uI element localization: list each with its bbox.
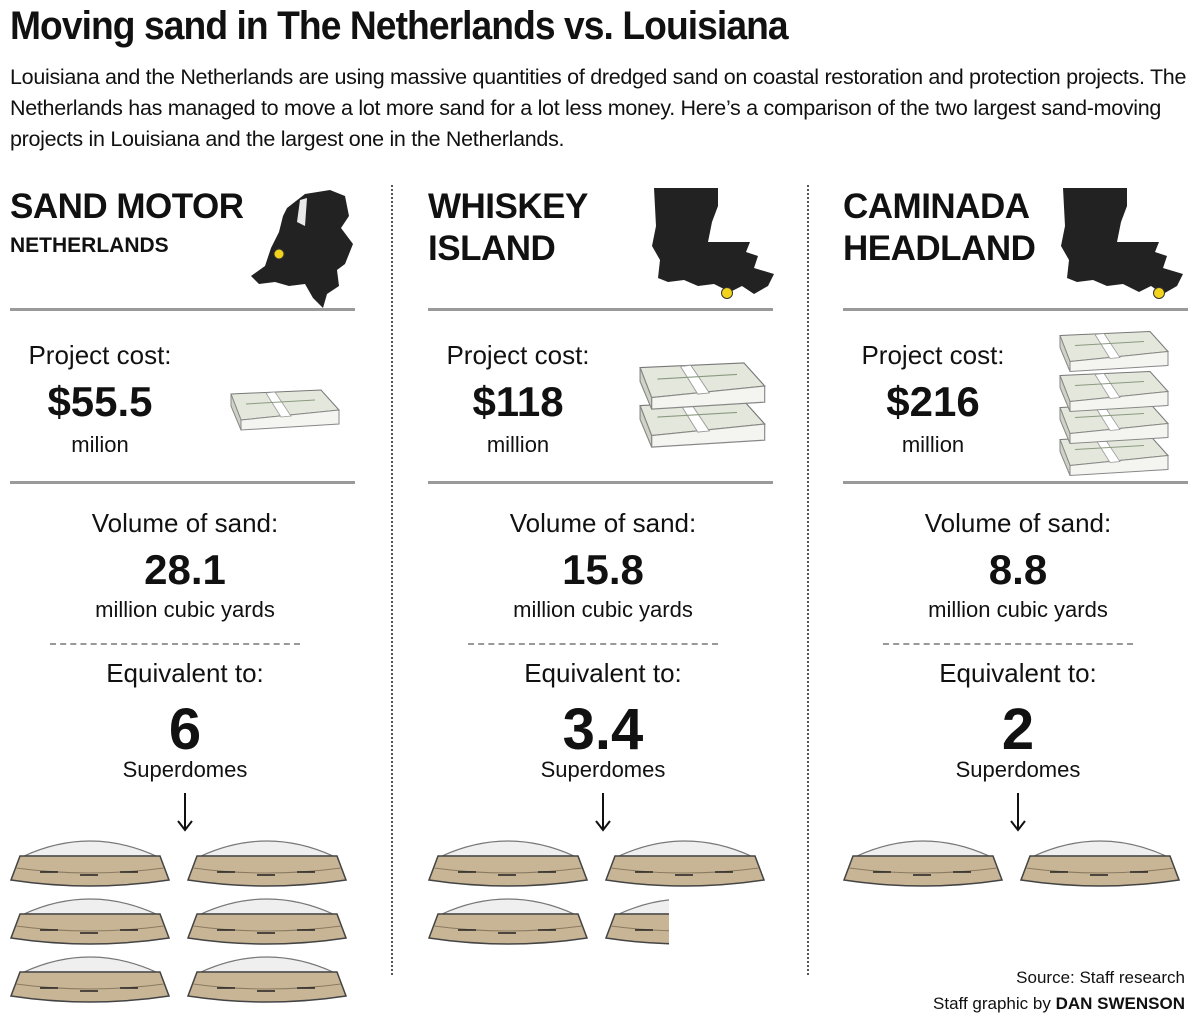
- louisiana-map: [1061, 188, 1183, 299]
- louisiana-map: [652, 188, 774, 299]
- equivalent-value: 2: [1001, 697, 1035, 762]
- cost-unit: milion: [71, 432, 129, 457]
- superdome: [10, 956, 170, 1003]
- divider: [428, 308, 773, 311]
- superdome: [428, 840, 588, 887]
- dashed-divider: [50, 643, 300, 645]
- superdome: [187, 956, 347, 1003]
- project-name: WHISKEY ISLAND: [428, 186, 588, 270]
- column: SAND MOTOR NETHERLANDS Project cost: $55.5 m…: [10, 0, 360, 1027]
- project-name: CAMINADA HEADLAND: [843, 186, 1036, 270]
- volume-label: Volume of sand:: [924, 508, 1112, 538]
- volume-value: 15.8: [562, 546, 644, 593]
- project-name-line: CAMINADA: [843, 187, 1030, 226]
- credit: Staff graphic by DAN SWENSON: [933, 994, 1185, 1014]
- source: Source: Staff research: [1016, 968, 1185, 987]
- superdome: [10, 898, 170, 945]
- cost-label: Project cost:: [446, 340, 590, 370]
- cost-value: $216: [886, 378, 980, 425]
- volume-value: 8.8: [988, 546, 1048, 593]
- equivalent-unit: Superdomes: [540, 757, 666, 782]
- column-separator: [391, 185, 393, 975]
- column: WHISKEY ISLAND Project cost: $118 million Vol…: [428, 0, 778, 1027]
- project-name-line: HEADLAND: [843, 229, 1036, 268]
- superdome: [187, 898, 347, 945]
- netherlands-map: [251, 190, 353, 308]
- superdome: [843, 840, 1003, 887]
- money-stack: [1059, 330, 1169, 477]
- cost-unit: million: [901, 432, 965, 457]
- superdome: [605, 898, 669, 945]
- volume-unit: million cubic yards: [928, 597, 1108, 622]
- cost-value: $118: [472, 378, 564, 425]
- volume-label: Volume of sand:: [509, 508, 697, 538]
- region: NETHERLANDS: [10, 234, 169, 257]
- equivalent-label: Equivalent to:: [106, 658, 264, 688]
- superdome: [428, 898, 588, 945]
- divider: [428, 481, 773, 484]
- superdome: [10, 840, 170, 887]
- arrow: [177, 793, 193, 832]
- divider: [10, 308, 355, 311]
- cost-unit: million: [486, 432, 550, 457]
- superdome: [1020, 840, 1180, 887]
- divider: [843, 308, 1188, 311]
- volume-unit: million cubic yards: [513, 597, 693, 622]
- project-name-line: WHISKEY: [428, 187, 588, 226]
- cost-label: Project cost:: [28, 340, 172, 370]
- money-stack: [639, 362, 766, 448]
- credit-text: Staff graphic by: [933, 994, 1051, 1013]
- project-name: SAND MOTOR: [10, 186, 244, 228]
- project-name-line: SAND MOTOR: [10, 187, 244, 226]
- divider: [10, 481, 355, 484]
- project-name-line: ISLAND: [428, 229, 556, 268]
- author: DAN SWENSON: [1055, 994, 1185, 1013]
- cost-label: Project cost:: [861, 340, 1005, 370]
- dashed-divider: [468, 643, 718, 645]
- arrow: [595, 793, 611, 832]
- equivalent-unit: Superdomes: [955, 757, 1081, 782]
- description: Louisiana and the Netherlands are using …: [10, 65, 1187, 151]
- volume-label: Volume of sand:: [91, 508, 279, 538]
- column: CAMINADA HEADLAND Project cost: $216 million…: [843, 0, 1193, 1027]
- equivalent-label: Equivalent to:: [524, 658, 682, 688]
- arrow: [1010, 793, 1026, 832]
- volume-unit: million cubic yards: [95, 597, 275, 622]
- equivalent-value: 3.4: [562, 697, 644, 762]
- cost-value: $55.5: [47, 378, 153, 425]
- divider: [843, 481, 1188, 484]
- equivalent-unit: Superdomes: [122, 757, 248, 782]
- superdome: [605, 840, 765, 887]
- volume-value: 28.1: [144, 546, 226, 593]
- dashed-divider: [883, 643, 1133, 645]
- column-separator: [807, 185, 809, 975]
- title: Moving sand in The Netherlands vs. Louis…: [10, 4, 789, 48]
- superdome: [187, 840, 347, 887]
- equivalent-label: Equivalent to:: [939, 658, 1097, 688]
- money-stack: [230, 389, 340, 431]
- equivalent-value: 6: [168, 697, 202, 762]
